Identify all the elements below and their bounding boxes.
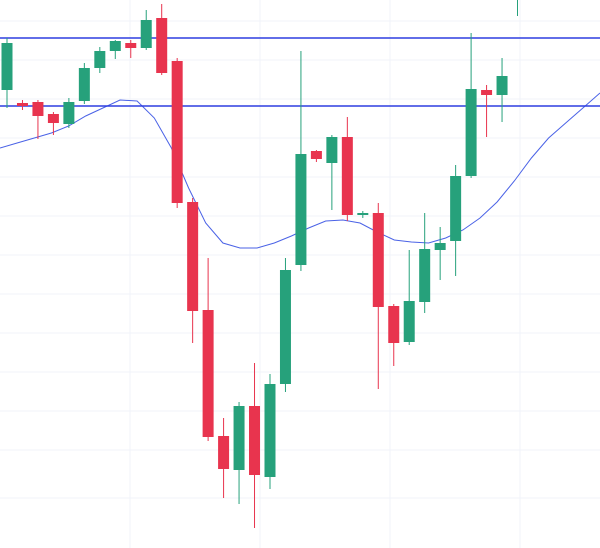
candle-down bbox=[16, 100, 28, 110]
candle-up bbox=[465, 33, 477, 178]
candle-up bbox=[357, 211, 369, 218]
candle-body bbox=[1, 43, 13, 90]
candle-body bbox=[47, 114, 59, 123]
candle-down bbox=[171, 58, 183, 208]
candle-up bbox=[517, 0, 519, 16]
candle-body bbox=[249, 406, 261, 475]
candle-body bbox=[94, 51, 106, 68]
candle-down bbox=[156, 4, 168, 75]
candle-down bbox=[218, 418, 230, 498]
candle-up bbox=[279, 258, 291, 392]
candle-up bbox=[94, 47, 106, 73]
candle-body bbox=[140, 20, 152, 48]
candle-body bbox=[310, 151, 322, 159]
candle-body bbox=[341, 137, 353, 215]
candle-body bbox=[481, 90, 493, 95]
candle-up bbox=[1, 38, 13, 108]
candle-body bbox=[279, 270, 291, 384]
candle-down bbox=[341, 117, 353, 221]
candle-body bbox=[450, 176, 462, 241]
candle-up bbox=[496, 58, 508, 122]
candle-up bbox=[295, 51, 307, 271]
candle-up bbox=[140, 10, 152, 50]
candle-up bbox=[326, 135, 338, 210]
candle-down bbox=[32, 100, 44, 139]
candle-down bbox=[310, 150, 322, 162]
candle-up bbox=[419, 213, 431, 313]
candle-down bbox=[481, 85, 493, 137]
horizontal-lines-layer bbox=[0, 37, 600, 107]
candle-body bbox=[16, 103, 28, 106]
candle-body bbox=[326, 137, 338, 163]
candle-body bbox=[32, 102, 44, 116]
candle-down bbox=[388, 304, 400, 366]
candles-layer bbox=[1, 0, 519, 528]
candle-body bbox=[233, 406, 245, 470]
candle-down bbox=[47, 112, 59, 135]
candle-body bbox=[125, 43, 137, 48]
candle-up bbox=[450, 165, 462, 276]
candle-body bbox=[372, 213, 384, 307]
candle-body bbox=[63, 102, 75, 124]
candle-body bbox=[171, 61, 183, 203]
candle-down bbox=[202, 258, 214, 441]
candle-up bbox=[403, 250, 415, 345]
candle-up bbox=[434, 227, 446, 280]
candle-body bbox=[496, 76, 508, 95]
candle-down bbox=[249, 363, 261, 528]
candle-body bbox=[187, 202, 199, 311]
candle-down bbox=[125, 40, 137, 58]
candle-body bbox=[218, 436, 230, 469]
candle-body bbox=[264, 384, 276, 477]
candle-body bbox=[388, 306, 400, 343]
candle-body bbox=[434, 243, 446, 250]
candle-down bbox=[187, 198, 199, 343]
candle-body bbox=[78, 68, 90, 101]
candle-up bbox=[63, 98, 75, 128]
candle-body bbox=[156, 18, 168, 73]
candle-body bbox=[419, 249, 431, 302]
candle-up bbox=[233, 402, 245, 504]
candle-body bbox=[202, 310, 214, 437]
candle-body bbox=[109, 41, 121, 51]
candle-body bbox=[357, 213, 369, 215]
candle-up bbox=[109, 40, 121, 59]
candle-down bbox=[372, 203, 384, 389]
candle-up bbox=[78, 63, 90, 104]
candle-body bbox=[465, 89, 477, 176]
candle-up bbox=[264, 374, 276, 489]
candle-body bbox=[403, 301, 415, 342]
candle-body bbox=[295, 154, 307, 265]
